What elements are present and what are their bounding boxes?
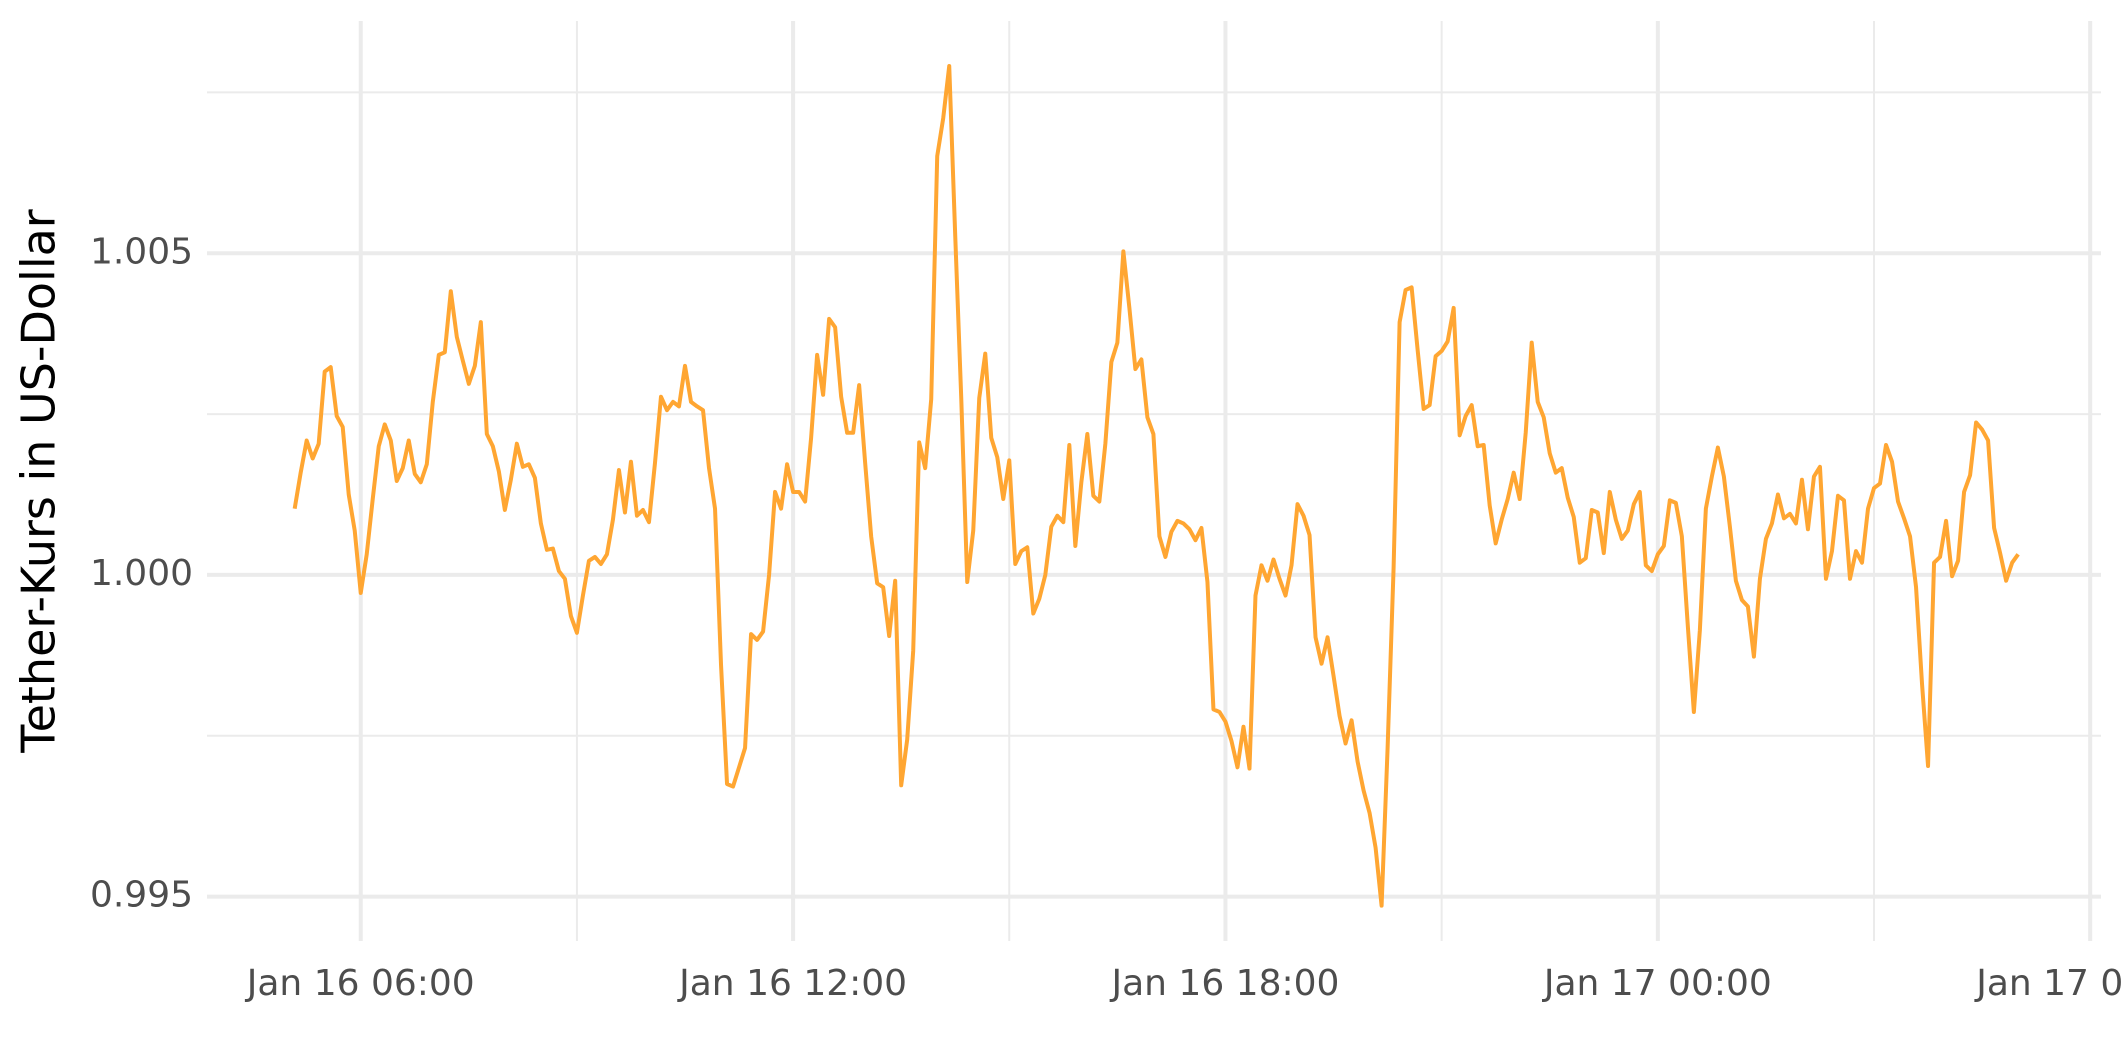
y-tick-label: 1.005: [90, 231, 193, 272]
x-tick-label: Jan 16 06:00: [245, 963, 475, 1004]
x-tick-label: Jan 17 06:00: [1974, 963, 2125, 1004]
x-tick-label: Jan 16 12:00: [677, 963, 907, 1004]
y-axis-title: Tether-Kurs in US-Dollar: [12, 209, 66, 754]
y-tick-label: 0.995: [90, 875, 193, 916]
line: [292, 64, 2020, 908]
grid: [207, 21, 2101, 941]
x-tick-label: Jan 16 18:00: [1109, 963, 1339, 1004]
x-tick-label: Jan 17 00:00: [1542, 963, 1772, 1004]
y-tick-label: 1.000: [90, 553, 193, 594]
